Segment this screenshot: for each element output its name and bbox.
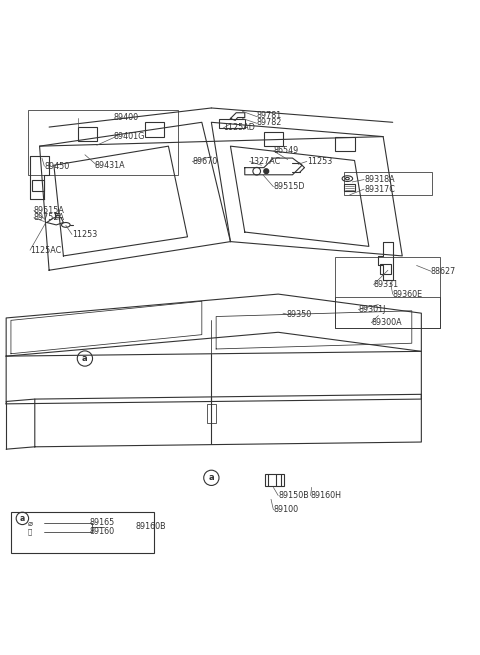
Text: a: a [82,354,88,363]
Bar [28,110,178,175]
Text: 1125AC: 1125AC [30,246,61,255]
Bar [206,404,216,423]
Text: 89400: 89400 [114,113,139,122]
Bar [344,184,355,191]
Text: 89450: 89450 [44,162,70,171]
Bar [265,474,284,486]
Text: 89670: 89670 [192,157,217,166]
Text: 88627: 88627 [431,267,456,276]
Text: 89150B: 89150B [278,491,309,500]
Bar [336,257,441,328]
Bar [144,122,164,137]
Bar [33,179,44,191]
Text: 89360E: 89360E [393,290,423,299]
Text: 89165: 89165 [90,517,115,527]
Text: 89431A: 89431A [95,160,125,170]
Text: a: a [208,474,214,482]
Text: 89160H: 89160H [311,491,342,500]
Text: 11253: 11253 [307,157,332,166]
Text: 89515A: 89515A [34,206,65,215]
Text: 89515D: 89515D [274,182,305,191]
Bar [380,263,391,274]
Text: 89160: 89160 [90,527,115,536]
Bar [344,172,432,195]
Text: 89100: 89100 [274,505,299,514]
Text: 89752A: 89752A [34,214,65,222]
Text: 1327AC: 1327AC [250,157,281,166]
Text: a: a [20,514,25,523]
Text: 11253: 11253 [72,230,97,239]
Text: 86549: 86549 [274,147,299,155]
Bar [336,297,441,328]
Text: 89300A: 89300A [371,318,402,328]
Bar [218,119,245,128]
Bar [11,512,154,553]
Text: 89401G: 89401G [114,132,145,141]
Bar [78,127,97,141]
Text: 1125AD: 1125AD [223,122,255,132]
Circle shape [264,169,269,174]
Text: 89350: 89350 [287,310,312,318]
Text: 89781: 89781 [257,111,282,120]
Text: 🔩: 🔩 [28,529,32,535]
Bar [336,137,355,151]
Text: 89318A: 89318A [364,175,395,184]
Text: 89160B: 89160B [136,523,167,531]
Text: 89301J: 89301J [359,305,386,314]
Text: 89782: 89782 [257,118,282,127]
Bar [264,132,283,146]
Text: ⌀: ⌀ [27,519,33,528]
Text: 89317C: 89317C [364,185,395,194]
Text: 89331: 89331 [373,280,399,289]
